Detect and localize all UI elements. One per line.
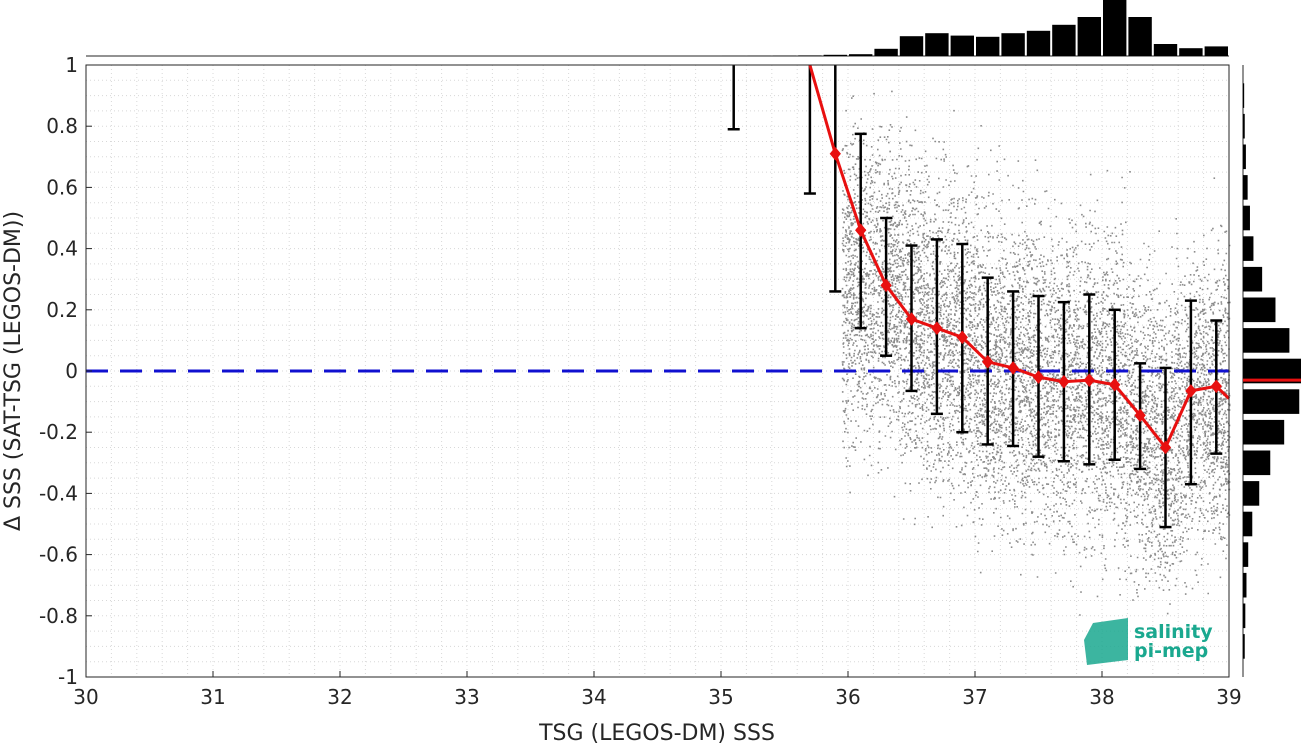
mean-marker [1083,373,1095,387]
x-tick-label: 37 [962,685,987,709]
right-histogram-bar [1243,328,1290,353]
top-histogram-bar [1153,44,1178,56]
mean-marker [829,146,841,161]
x-tick-label: 36 [835,685,860,709]
binned-mean-markers [829,146,1222,455]
mean-marker [1032,370,1045,384]
mean-marker [880,278,892,293]
top-histogram [86,0,1229,57]
y-tick-label: 0.8 [46,114,78,138]
y-tick-label: -0.2 [39,420,78,444]
right-histogram-bar [1243,83,1245,108]
right-histogram-bar [1243,113,1245,139]
y-tick-label: 0.4 [46,237,78,261]
logo-mark-icon [1084,618,1128,665]
x-axis-ticks: 30 31 32 33 34 35 36 37 38 39 [73,671,1242,709]
mean-marker [1210,379,1222,394]
top-histogram-bar [1001,33,1025,56]
y-tick-label: -0.6 [39,543,78,567]
right-histogram [1242,65,1301,677]
y-tick-label: 1 [65,53,78,77]
mean-marker [982,355,994,369]
right-histogram-bar [1243,542,1249,567]
logo-line2: pi-mep [1134,640,1208,662]
mean-marker [1109,377,1121,392]
top-histogram-bar [1077,17,1101,56]
top-histogram-bar [925,33,949,56]
mean-marker [1185,384,1197,398]
y-tick-label: -0.4 [39,481,78,505]
right-histogram-bar [1243,236,1254,261]
top-histogram-bar [1128,17,1152,56]
y-tick-label: 0 [65,359,78,383]
right-histogram-bar [1243,572,1247,598]
x-tick-label: 33 [454,685,479,709]
right-histogram-bar [1243,511,1253,537]
mean-marker [1134,408,1146,423]
salinity-pi-mep-logo: salinity pi-mep [1084,618,1213,665]
top-histogram-bar [1204,46,1228,56]
y-tick-label: -1 [58,665,78,689]
right-histogram-bar [1243,389,1300,414]
mean-marker [1058,374,1070,389]
top-histogram-bar [976,36,1000,56]
x-tick-label: 35 [708,685,733,709]
mean-marker [855,223,867,238]
top-histogram-bar [1103,0,1127,56]
top-histogram-bar [1052,24,1076,56]
right-histogram-bar [1243,419,1285,445]
y-axis-title: Δ SSS (SAT-TSG (LEGOS-DM)) [1,211,26,531]
mean-marker [1159,440,1172,455]
mean-marker [905,312,918,326]
x-tick-label: 32 [327,685,352,709]
y-tick-label: 0.6 [46,175,78,199]
top-histogram-bar [950,35,974,56]
x-tick-label: 38 [1089,685,1114,709]
top-histogram-bar [874,48,898,56]
logo-line1: salinity [1134,621,1213,643]
top-histogram-bar [1026,30,1051,56]
top-histogram-bar [798,55,822,56]
y-tick-label: 0.2 [46,298,78,322]
scatter-points [841,90,1231,616]
right-histogram-bar [1243,450,1271,476]
mean-marker [1007,361,1019,375]
top-histogram-bar [1179,48,1203,56]
top-histogram-bar [849,54,873,56]
right-histogram-bar [1243,144,1246,170]
x-tick-label: 31 [200,685,225,709]
x-tick-label: 30 [73,685,98,709]
right-histogram-bar [1243,481,1260,506]
y-axis-ticks: -1 -0.8 -0.6 -0.4 -0.2 0 0.2 0.4 0.6 0.8 1 [39,53,92,689]
x-tick-label: 39 [1216,685,1241,709]
mean-marker [931,321,943,335]
right-histogram-bar [1243,297,1276,323]
x-axis-title: TSG (LEGOS-DM) SSS [538,721,775,745]
x-tick-label: 34 [581,685,606,709]
mean-marker [956,330,968,345]
right-histogram-bar [1243,634,1245,659]
right-histogram-bar [1243,205,1250,231]
top-histogram-bar [899,36,924,56]
right-histogram-bar [1243,603,1246,629]
scatter-cloud [841,90,1231,616]
right-histogram-bar [1243,175,1248,200]
top-histogram-bar [823,54,847,56]
y-tick-label: -0.8 [39,604,78,628]
binned-mean-line [808,64,1231,451]
right-histogram-bar [1243,266,1263,292]
